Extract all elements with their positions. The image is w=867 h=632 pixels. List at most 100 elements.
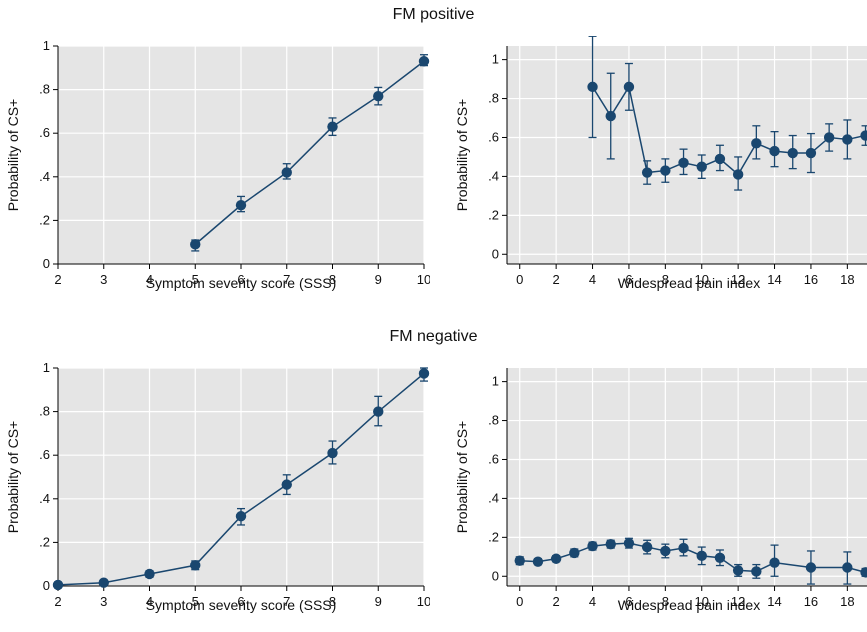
- x-tick-label: 9: [375, 594, 382, 609]
- y-tick-label: 1: [43, 360, 50, 375]
- y-tick-label: 1: [492, 52, 499, 67]
- data-point: [641, 167, 653, 178]
- data-point: [327, 447, 338, 459]
- data-point: [587, 81, 598, 93]
- y-tick-label: .2: [488, 207, 499, 222]
- y-tick-label: .8: [39, 82, 50, 97]
- data-point: [678, 542, 689, 554]
- data-point: [860, 130, 867, 141]
- series-line: [194, 60, 425, 245]
- x-axis-title: Widespread pain index: [618, 275, 760, 291]
- x-tick-label: 7: [283, 594, 290, 609]
- data-point: [678, 157, 689, 168]
- y-axis-title: Probability of CS+: [454, 421, 470, 533]
- x-tick-label: 6: [625, 272, 632, 287]
- y-tick-label: 0: [492, 246, 499, 261]
- data-point: [605, 538, 616, 550]
- section-title-fm-positive: FM positive: [392, 6, 475, 23]
- y-tick-label: 0: [43, 578, 50, 593]
- plot-area: [507, 368, 867, 586]
- data-point: [235, 199, 247, 211]
- y-tick-label: 1: [43, 38, 50, 53]
- data-point: [660, 545, 671, 557]
- y-tick-label: .4: [39, 169, 50, 184]
- y-tick-label: .2: [488, 529, 499, 544]
- data-point: [823, 132, 835, 143]
- x-tick-label: 3: [100, 594, 107, 609]
- data-point: [751, 566, 762, 577]
- x-tick-label: 4: [146, 594, 153, 609]
- x-tick-label: 2: [553, 594, 560, 609]
- y-tick-label: .8: [488, 413, 499, 428]
- y-tick-label: .8: [39, 404, 50, 419]
- x-tick-label: 9: [375, 272, 382, 287]
- data-point: [281, 479, 292, 490]
- data-point: [281, 167, 292, 178]
- y-tick-label: 0: [43, 256, 50, 271]
- section-title-fm-negative: FM negative: [389, 328, 478, 345]
- chart-fm-positive-sss: 0 .2 .4 .6 .8 1 2 3 4 5 6 7 8 9 10 Symptom severity sco…: [5, 38, 430, 291]
- data-point: [373, 90, 384, 102]
- data-point: [587, 540, 598, 552]
- data-point: [696, 550, 707, 562]
- y-tick-label: 0: [492, 568, 499, 583]
- data-point: [235, 511, 247, 522]
- data-point: [373, 406, 384, 417]
- data-point: [696, 161, 707, 172]
- x-tick-label: 8: [662, 272, 669, 287]
- data-point: [805, 562, 817, 573]
- y-tick-label: .6: [39, 125, 50, 140]
- data-point: [327, 121, 338, 132]
- x-tick-label: 0: [516, 272, 523, 287]
- data-point: [605, 110, 616, 122]
- x-tick-label: 0: [516, 594, 523, 609]
- x-tick-label: 12: [731, 272, 745, 287]
- data-point: [144, 568, 155, 580]
- y-tick-label: .2: [39, 534, 50, 549]
- y-tick-label: .8: [488, 91, 499, 106]
- data-point: [787, 147, 798, 159]
- data-point: [842, 134, 853, 145]
- x-tick-label: 10: [695, 594, 709, 609]
- x-axis-title: Symptom severity score (SSS): [146, 597, 337, 613]
- y-tick-label: .4: [39, 491, 50, 506]
- data-point: [418, 368, 430, 379]
- x-tick-label: 4: [589, 594, 596, 609]
- y-tick-label: .2: [39, 212, 50, 227]
- data-point: [190, 560, 201, 571]
- y-tick-label: .6: [39, 447, 50, 462]
- data-point: [751, 138, 762, 149]
- data-point: [52, 579, 64, 591]
- x-tick-label: 6: [237, 272, 244, 287]
- x-tick-label: 6: [625, 594, 632, 609]
- x-tick-label: 14: [767, 272, 781, 287]
- x-tick-label: 2: [54, 272, 61, 287]
- data-point: [769, 145, 780, 157]
- data-point: [532, 556, 544, 567]
- data-point: [660, 165, 671, 176]
- x-tick-label: 10: [417, 272, 430, 287]
- y-tick-label: 1: [492, 374, 499, 389]
- x-tick-label: 10: [417, 594, 430, 609]
- data-point: [805, 147, 817, 159]
- y-tick-label: .6: [488, 451, 499, 466]
- data-point: [623, 81, 635, 93]
- x-tick-label: 4: [589, 272, 596, 287]
- data-point: [769, 557, 780, 568]
- y-axis-title: Probability of CS+: [5, 421, 21, 533]
- data-point: [732, 565, 744, 576]
- y-axis-title: Probability of CS+: [5, 99, 21, 211]
- data-point: [190, 239, 201, 250]
- data-point: [514, 555, 525, 566]
- x-tick-label: 5: [192, 272, 199, 287]
- x-axis-title: Widespread pain index: [618, 597, 760, 613]
- x-tick-label: 5: [192, 594, 199, 609]
- x-tick-label: 12: [731, 594, 745, 609]
- data-point: [714, 153, 726, 165]
- x-tick-label: 14: [767, 594, 781, 609]
- x-tick-label: 6: [237, 594, 244, 609]
- x-tick-label: 4: [146, 272, 153, 287]
- series-line: [591, 84, 866, 176]
- data-point: [860, 567, 867, 578]
